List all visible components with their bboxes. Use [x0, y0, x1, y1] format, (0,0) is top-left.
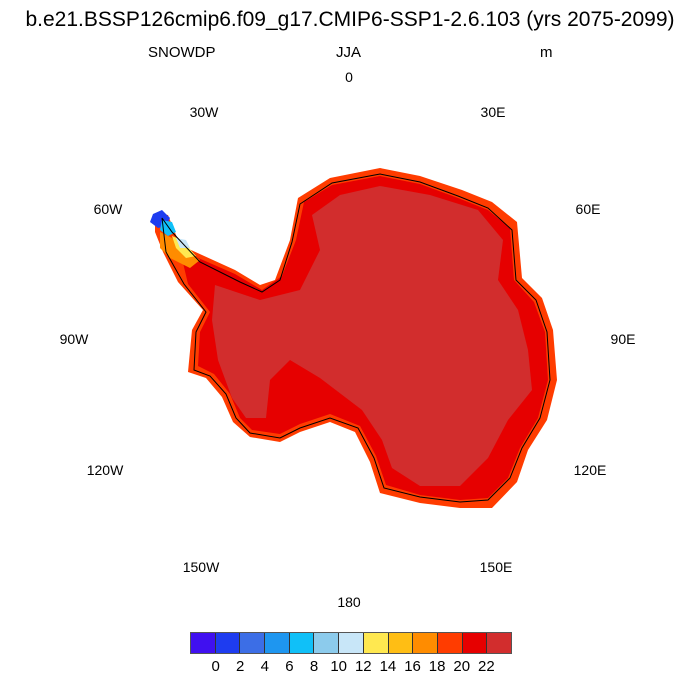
colorbar-label: 2 — [236, 658, 245, 675]
lon-label-90e: 90E — [610, 331, 636, 347]
units-label: m — [540, 44, 553, 61]
lon-label-30w: 30W — [189, 104, 219, 120]
colorbar-swatch — [487, 633, 511, 653]
lon-label-120e: 120E — [573, 462, 607, 478]
plot-title: b.e21.BSSP126cmip6.f09_g17.CMIP6-SSP1-2.… — [25, 8, 675, 31]
lon-label-90w: 90W — [59, 331, 89, 347]
lon-label-150e: 150E — [479, 559, 513, 575]
colorbar-swatch — [289, 633, 315, 653]
colorbar-swatch — [363, 633, 389, 653]
season-label: JJA — [336, 44, 362, 61]
colorbar-label: 8 — [309, 658, 319, 675]
colorbar-label: 20 — [453, 658, 471, 675]
colorbar-label: 18 — [428, 658, 446, 675]
colorbar-label: 6 — [285, 658, 294, 675]
variable-label: SNOWDP — [148, 44, 216, 61]
lon-label-180: 180 — [337, 594, 361, 610]
colorbar-swatch — [339, 633, 364, 653]
colorbar-swatch — [462, 633, 488, 653]
colorbar — [190, 632, 512, 654]
lon-label-30e: 30E — [480, 104, 506, 120]
colorbar-swatch — [437, 633, 463, 653]
colorbar-label: 0 — [211, 658, 220, 675]
colorbar-label: 4 — [260, 658, 270, 675]
lon-label-120w: 120W — [86, 462, 124, 478]
colorbar-label: 16 — [404, 658, 421, 675]
coastline — [161, 173, 551, 503]
lon-label-60e: 60E — [575, 201, 601, 217]
colorbar-label: 22 — [478, 658, 495, 675]
colorbar-swatch — [388, 633, 414, 653]
lon-label-60w: 60W — [93, 201, 123, 217]
colorbar-swatch — [413, 633, 438, 653]
colorbar-swatch — [314, 633, 340, 653]
colorbar-label: 12 — [354, 658, 372, 675]
colorbar-swatch — [240, 633, 266, 653]
lon-label-0: 0 — [345, 69, 353, 85]
colorbar-label: 10 — [330, 658, 348, 675]
snow-depth-max — [212, 186, 532, 486]
lon-label-150w: 150W — [182, 559, 220, 575]
colorbar-swatch — [191, 633, 216, 653]
colorbar-label: 14 — [379, 658, 397, 675]
colorbar-swatch — [215, 633, 241, 653]
colorbar-swatch — [265, 633, 290, 653]
